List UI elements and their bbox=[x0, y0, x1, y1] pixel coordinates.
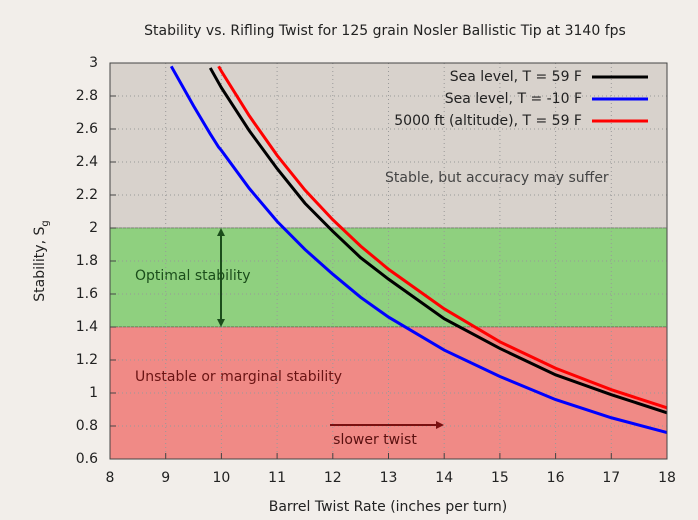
legend-label: Sea level, T = 59 F bbox=[450, 69, 582, 85]
y-tick-label: 0.6 bbox=[76, 451, 98, 467]
y-tick-label: 3 bbox=[89, 55, 98, 71]
x-tick-label: 16 bbox=[547, 470, 565, 486]
y-tick-label: 1.2 bbox=[76, 352, 98, 368]
y-tick-label: 1.4 bbox=[76, 319, 98, 335]
y-tick-label: 2.4 bbox=[76, 154, 98, 170]
y-tick-label: 1.6 bbox=[76, 286, 98, 302]
x-tick-label: 9 bbox=[161, 470, 170, 486]
y-axis-label-main: Stability, S bbox=[32, 227, 48, 302]
region-label: Optimal stability bbox=[135, 268, 251, 284]
x-tick-label: 12 bbox=[324, 470, 342, 486]
series-line bbox=[169, 65, 668, 435]
region-label: Unstable or marginal stability bbox=[135, 369, 342, 385]
x-tick-label: 11 bbox=[268, 470, 286, 486]
y-tick-label: 1 bbox=[89, 385, 98, 401]
x-tick-label: 18 bbox=[658, 470, 676, 486]
annotation: slower twist bbox=[333, 432, 417, 448]
region bbox=[109, 62, 668, 229]
x-tick-label: 10 bbox=[212, 470, 230, 486]
x-tick-label: 15 bbox=[491, 470, 509, 486]
series-line bbox=[217, 65, 668, 410]
y-tick-label: 2 bbox=[89, 220, 98, 236]
arrow-head bbox=[436, 421, 444, 429]
x-tick-label: 14 bbox=[435, 470, 453, 486]
annotations: slower twist bbox=[217, 228, 444, 448]
x-tick-label: 17 bbox=[602, 470, 620, 486]
legend: Sea level, T = 59 F Sea level, T = -10 F 5… bbox=[394, 69, 648, 129]
y-axis-label: Stability, Sg bbox=[32, 220, 51, 301]
chart-title: Stability vs. Rifling Twist for 125 grai… bbox=[144, 23, 626, 39]
x-tick-label: 8 bbox=[106, 470, 115, 486]
legend-label: Sea level, T = -10 F bbox=[445, 91, 582, 107]
y-tick-label: 2.8 bbox=[76, 88, 98, 104]
legend-label: 5000 ft (altitude), T = 59 F bbox=[394, 113, 582, 129]
y-tick-label: 1.8 bbox=[76, 253, 98, 269]
y-axis-label-subscript: g bbox=[40, 220, 51, 226]
series-line bbox=[208, 67, 668, 415]
y-tick-label: 0.8 bbox=[76, 418, 98, 434]
lines bbox=[169, 65, 668, 435]
x-tick-label: 13 bbox=[380, 470, 398, 486]
region-label: Stable, but accuracy may suffer bbox=[385, 170, 609, 186]
y-tick-label: 2.6 bbox=[76, 121, 98, 137]
y-tick-label: 2.2 bbox=[76, 187, 98, 203]
x-axis-label: Barrel Twist Rate (inches per turn) bbox=[269, 499, 508, 515]
plot-frame bbox=[109, 62, 668, 460]
